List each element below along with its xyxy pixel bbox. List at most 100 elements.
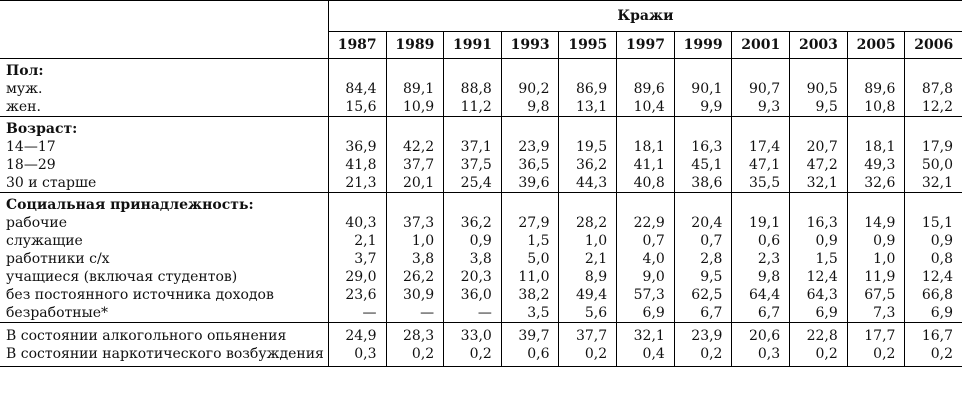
value-cell: 20,7 (789, 138, 848, 156)
value-cell: 20,4 (673, 214, 732, 232)
value-cell: 1,5 (789, 250, 848, 268)
value-cell: 32,1 (616, 322, 675, 345)
value-cell: 90,7 (731, 80, 790, 98)
year-header-cell: 1989 (385, 31, 444, 59)
value-cell: 9,8 (500, 98, 559, 117)
year-header-cell: 1993 (500, 31, 559, 59)
value-cell: 90,1 (673, 80, 732, 98)
value-cell: 1,0 (558, 232, 617, 250)
row-label: работники с/х (6, 251, 110, 267)
empty-cell (327, 192, 387, 214)
row-label: 14—17 (6, 139, 56, 155)
empty-cell (789, 58, 848, 80)
value-cell: 3,7 (327, 250, 387, 268)
value-cell: — (385, 304, 444, 323)
value-cell: 36,9 (327, 138, 387, 156)
value-cell: 16,3 (673, 138, 732, 156)
empty-cell (789, 116, 848, 138)
value-cell: 36,2 (558, 156, 617, 174)
value-cell: 2,3 (731, 250, 790, 268)
row-label: В состоянии алкогольного опьянения (0, 322, 329, 345)
value-cell: 0,2 (846, 345, 905, 367)
value-cell: 6,7 (673, 304, 732, 323)
value-cell: 6,9 (616, 304, 675, 323)
empty-cell (443, 58, 502, 80)
value-cell: 3,8 (385, 250, 444, 268)
value-cell: 9,8 (731, 268, 790, 286)
value-cell: 20,6 (731, 322, 790, 345)
value-cell: 18,1 (616, 138, 675, 156)
value-cell: — (443, 304, 502, 323)
value-cell: 9,3 (731, 98, 790, 117)
value-cell: 9,9 (673, 98, 732, 117)
empty-cell (443, 116, 502, 138)
row-label: учащиеся (включая студентов) (6, 269, 238, 285)
row-label: безработные* (6, 305, 109, 321)
empty-cell (904, 58, 962, 80)
row-label: служащие (6, 233, 83, 249)
empty-cell (731, 192, 790, 214)
empty-cell (500, 192, 559, 214)
table-row: В состоянии алкогольного опьянения 24,9 28… (0, 322, 962, 345)
table-row: жен. 15,6 10,9 11,2 9,8 13,1 10,4 9,9 9,3 9,5 10,8… (0, 98, 962, 117)
year-header-cell: 2005 (846, 31, 905, 59)
empty-cell (327, 58, 387, 80)
value-cell: 47,2 (789, 156, 848, 174)
value-cell: 36,2 (443, 214, 502, 232)
value-cell: 0,6 (500, 345, 559, 367)
value-cell: 41,1 (616, 156, 675, 174)
value-cell: 19,5 (558, 138, 617, 156)
value-cell: 10,4 (616, 98, 675, 117)
value-cell: 12,4 (904, 268, 962, 286)
value-cell: 2,1 (558, 250, 617, 268)
value-cell: 49,4 (558, 286, 617, 304)
value-cell: 20,1 (385, 174, 444, 193)
value-cell: 88,8 (443, 80, 502, 98)
value-cell: 5,0 (500, 250, 559, 268)
value-cell: 0,9 (789, 232, 848, 250)
value-cell: 10,8 (846, 98, 905, 117)
value-cell: 40,3 (327, 214, 387, 232)
empty-cell (846, 116, 905, 138)
value-cell: 9,5 (789, 98, 848, 117)
year-header-cell: 1997 (616, 31, 675, 59)
group-header-row: Социальная принадлежность: (0, 192, 962, 214)
empty-cell (673, 116, 732, 138)
value-cell: 67,5 (846, 286, 905, 304)
value-cell: 4,0 (616, 250, 675, 268)
empty-cell (500, 58, 559, 80)
empty-cell (558, 58, 617, 80)
value-cell: 1,0 (385, 232, 444, 250)
row-label: без постоянного источника доходов (6, 287, 274, 303)
table-row: рабочие 40,3 37,3 36,2 27,9 28,2 22,9 20,4 19,1 1… (0, 214, 962, 232)
value-cell: 47,1 (731, 156, 790, 174)
value-cell: 0,8 (904, 250, 962, 268)
group-title: Пол: (0, 58, 329, 80)
value-cell: 11,9 (846, 268, 905, 286)
value-cell: 32,1 (904, 174, 962, 193)
value-cell: 17,4 (731, 138, 790, 156)
value-cell: 0,2 (385, 345, 444, 367)
value-cell: 0,6 (731, 232, 790, 250)
empty-cell (904, 116, 962, 138)
table-row: 30 и старше 21,3 20,1 25,4 39,6 44,3 40,8 38,6 3… (0, 174, 962, 193)
value-cell: 21,3 (327, 174, 387, 193)
value-cell: 42,2 (385, 138, 444, 156)
value-cell: 5,6 (558, 304, 617, 323)
row-label: рабочие (6, 215, 68, 231)
value-cell: 6,9 (789, 304, 848, 323)
row-label: 30 и старше (6, 175, 97, 191)
table-title: Кражи (328, 0, 962, 32)
group-header-row: Возраст: (0, 116, 962, 138)
value-cell: 0,2 (558, 345, 617, 367)
stub-header-cell (0, 0, 329, 59)
table-row: учащиеся (включая студентов) 29,0 26,2 20,3… (0, 268, 962, 286)
value-cell: — (327, 304, 387, 323)
value-cell: 18,1 (846, 138, 905, 156)
empty-cell (616, 116, 675, 138)
value-cell: 0,7 (616, 232, 675, 250)
value-cell: 62,5 (673, 286, 732, 304)
group-title: Социальная принадлежность: (0, 192, 329, 214)
value-cell: 8,9 (558, 268, 617, 286)
value-cell: 0,9 (846, 232, 905, 250)
